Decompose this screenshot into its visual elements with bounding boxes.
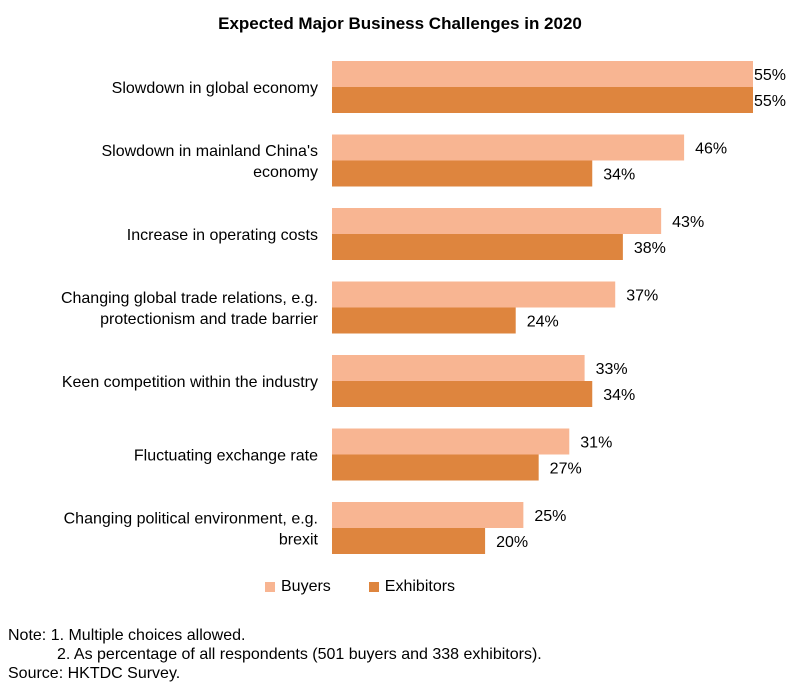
footnotes: Note: 1. Multiple choices allowed. 2. As… — [8, 626, 542, 683]
value-label-buyers-changing-global-trade-relations-e-g-protectionism-and-trade-barrier: 37% — [626, 288, 658, 305]
legend-item-exhibitors: Exhibitors — [368, 578, 456, 596]
category-label-slowdown-in-global-economy: Slowdown in global economy — [112, 80, 318, 97]
value-label-exhibitors-keen-competition-within-the-industry: 34% — [603, 387, 635, 404]
bar-exhibitors-changing-political-environment-e-g-brexit — [332, 528, 486, 554]
value-label-buyers-fluctuating-exchange-rate: 31% — [580, 435, 612, 452]
value-label-buyers-changing-political-environment-e-g-brexit: 25% — [534, 508, 566, 525]
legend: Buyers Exhibitors — [265, 578, 493, 596]
bar-exhibitors-changing-global-trade-relations-e-g-protectionism-and-trade-barrier — [332, 307, 516, 334]
bar-buyers-changing-political-environment-e-g-brexit — [332, 502, 524, 528]
category-label-slowdown-in-mainland-china-s-economy: Slowdown in mainland China's economy — [101, 143, 318, 181]
note-line-2: 2. As percentage of all respondents (501… — [57, 646, 542, 663]
category-label-keen-competition-within-the-industry: Keen competition within the industry — [62, 374, 318, 391]
value-label-buyers-slowdown-in-global-economy: 55% — [754, 67, 786, 84]
category-label-changing-global-trade-relations-e-g-protectionism-and-trade-barrier: Changing global trade relations, e.g. pro… — [61, 290, 319, 328]
value-label-buyers-keen-competition-within-the-industry: 33% — [596, 361, 628, 378]
bar-exhibitors-keen-competition-within-the-industry — [332, 381, 593, 407]
value-label-buyers-slowdown-in-mainland-china-s-economy: 46% — [695, 141, 727, 158]
legend-item-buyers: Buyers — [265, 578, 331, 596]
value-label-buyers-increase-in-operating-costs: 43% — [672, 214, 704, 231]
bar-exhibitors-slowdown-in-mainland-china-s-economy — [332, 160, 593, 187]
value-label-exhibitors-changing-global-trade-relations-e-g-protectionism-and-trade-barrier: 24% — [527, 314, 559, 331]
bar-exhibitors-slowdown-in-global-economy — [332, 87, 753, 113]
legend-label-exhibitors: Exhibitors — [384, 578, 456, 595]
value-label-exhibitors-changing-political-environment-e-g-brexit: 20% — [496, 534, 528, 551]
category-label-changing-political-environment-e-g-brexit: Changing political environment, e.g. brex… — [64, 511, 319, 549]
bar-buyers-fluctuating-exchange-rate — [332, 428, 570, 455]
bar-buyers-keen-competition-within-the-industry — [332, 355, 585, 381]
bar-chart: Slowdown in global economy 55% 55% Slowdown… — [61, 61, 786, 554]
legend-label-buyers: Buyers — [281, 578, 331, 595]
bar-buyers-changing-global-trade-relations-e-g-protectionism-and-trade-barrier — [332, 281, 616, 308]
value-label-exhibitors-slowdown-in-global-economy: 55% — [754, 93, 786, 110]
value-label-exhibitors-slowdown-in-mainland-china-s-economy: 34% — [603, 167, 635, 184]
bar-buyers-slowdown-in-mainland-china-s-economy — [332, 134, 685, 161]
legend-swatch-exhibitors — [368, 582, 379, 592]
category-label-increase-in-operating-costs: Increase in operating costs — [127, 227, 318, 244]
value-label-exhibitors-increase-in-operating-costs: 38% — [634, 240, 666, 257]
source-line: Source: HKTDC Survey. — [8, 665, 181, 682]
value-label-exhibitors-fluctuating-exchange-rate: 27% — [550, 461, 582, 478]
bar-exhibitors-increase-in-operating-costs — [332, 234, 623, 260]
bar-buyers-slowdown-in-global-economy — [332, 61, 753, 87]
note-line-1: Note: 1. Multiple choices allowed. — [8, 627, 246, 644]
bar-exhibitors-fluctuating-exchange-rate — [332, 454, 539, 481]
bar-buyers-increase-in-operating-costs — [332, 208, 662, 234]
legend-swatch-buyers — [265, 582, 275, 592]
chart-title: Expected Major Business Challenges in 20… — [218, 14, 582, 33]
category-label-fluctuating-exchange-rate: Fluctuating exchange rate — [134, 448, 318, 465]
